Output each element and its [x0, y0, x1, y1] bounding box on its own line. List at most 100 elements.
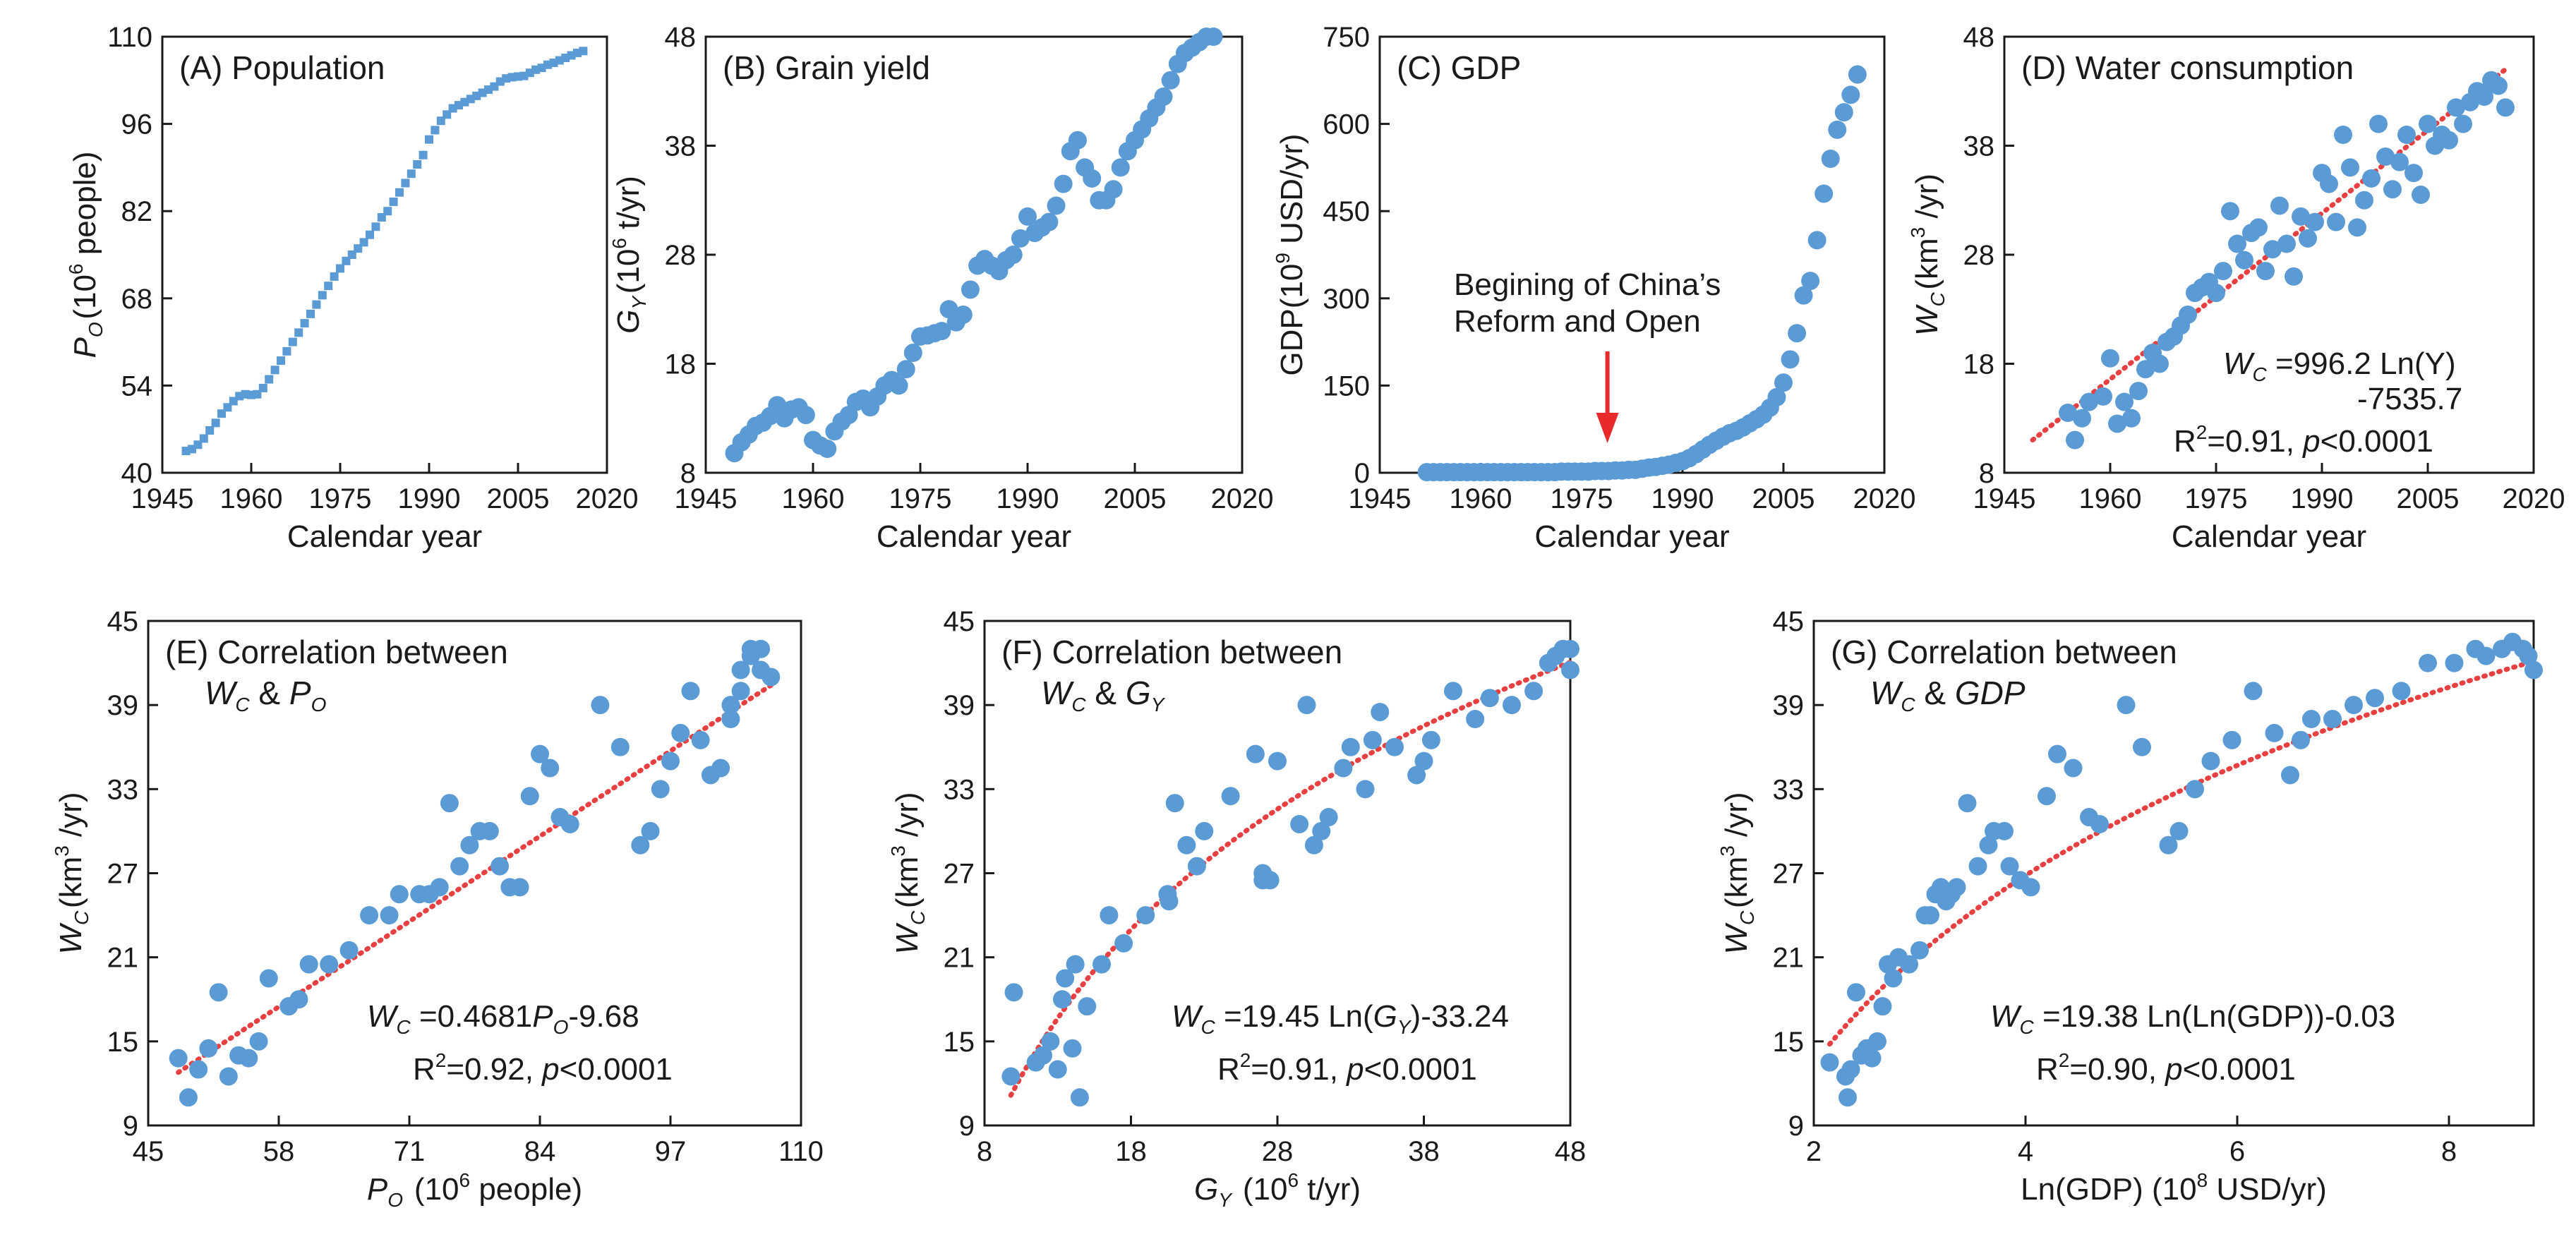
data-point — [896, 360, 915, 379]
x-tick-label: 2005 — [487, 483, 550, 514]
data-point — [2108, 414, 2126, 433]
plot-frame — [1378, 35, 1886, 474]
data-point — [1165, 794, 1184, 813]
data-point — [2228, 234, 2246, 253]
y-tick-label: 68 — [121, 284, 153, 315]
data-point — [1260, 871, 1280, 890]
x-axis-label: Calendar year — [1534, 519, 1729, 554]
data-point — [1195, 821, 1214, 840]
data-point — [1221, 787, 1240, 806]
data-point — [366, 230, 374, 239]
data-point — [211, 418, 220, 428]
y-tick-label: 150 — [1323, 370, 1370, 401]
data-point — [1873, 997, 1892, 1016]
y-tick-label: 48 — [665, 22, 697, 53]
y-tick-label: 33 — [107, 774, 139, 805]
y-tick-label: 38 — [665, 131, 697, 162]
data-point — [1995, 821, 2014, 840]
data-point — [1246, 744, 1265, 763]
data-point — [1104, 180, 1123, 199]
fit-statistics: R2=0.91, p<0.0001 — [1217, 1049, 1477, 1087]
data-point — [1921, 906, 1939, 925]
y-tick-label: 39 — [107, 690, 139, 721]
data-point — [2392, 682, 2411, 701]
data-point — [731, 660, 750, 680]
x-tick-label: 1945 — [1973, 483, 2036, 514]
data-point — [2277, 234, 2296, 253]
panel-subtitle: WC & GY — [1041, 675, 1166, 715]
data-point — [490, 857, 510, 876]
data-point — [2136, 360, 2155, 379]
data-point — [1807, 231, 1826, 250]
panel-g: 9 15 21 27 33 39 45 2 4 6 8 Ln(GDP) (108 USD/yr) WC … — [1716, 606, 2543, 1207]
x-tick-label: 71 — [394, 1136, 426, 1167]
data-point — [199, 434, 208, 443]
data-point — [460, 835, 479, 855]
data-point — [2489, 76, 2508, 95]
data-point — [1011, 229, 1030, 248]
fit-equation: WC =19.38 Ln(Ln(GDP))-0.03 — [1990, 999, 2395, 1038]
y-tick-label: 15 — [944, 1027, 975, 1058]
data-point — [277, 356, 285, 366]
data-point — [407, 169, 416, 179]
fit-line — [176, 682, 774, 1075]
data-point — [1204, 28, 1223, 46]
fit-line — [1827, 658, 2536, 1047]
panel-subtitle: WC & GDP — [1870, 675, 2026, 715]
data-point — [1524, 682, 1543, 701]
data-point — [1794, 286, 1813, 305]
data-point — [2285, 267, 2303, 286]
data-point — [818, 440, 837, 459]
x-axis-label: Calendar year — [287, 519, 482, 554]
data-point — [431, 126, 440, 135]
data-point — [2048, 744, 2066, 763]
x-tick-label: 2020 — [1211, 483, 1274, 514]
data-point — [2355, 191, 2373, 210]
x-axis-label: Ln(GDP) (108 USD/yr) — [2021, 1169, 2327, 1207]
data-point — [209, 983, 228, 1002]
data-point — [2519, 646, 2538, 665]
data-point — [1078, 997, 1097, 1016]
data-point — [2299, 229, 2317, 248]
data-point — [2249, 218, 2268, 237]
data-points — [181, 47, 588, 456]
y-tick-label: 27 — [107, 859, 139, 890]
y-axis-label: WC (km3 /yr) — [887, 792, 929, 954]
data-point — [2412, 186, 2430, 205]
data-point — [2133, 737, 2151, 756]
data-point — [1018, 207, 1037, 226]
panel-title: (E) Correlation between — [165, 634, 508, 670]
y-tick-label: 45 — [107, 606, 139, 637]
data-point — [339, 941, 359, 960]
data-point — [2270, 196, 2289, 215]
data-point — [1979, 835, 1998, 855]
y-tick-label: 15 — [107, 1027, 139, 1058]
data-point — [2122, 409, 2141, 428]
data-point — [2405, 164, 2423, 183]
y-tick-label: 8 — [1979, 458, 1994, 489]
y-axis-label: GDP(109 USD/yr) — [1272, 133, 1309, 375]
data-point — [430, 878, 449, 897]
data-point — [1154, 87, 1173, 106]
data-point — [2454, 114, 2472, 133]
data-point — [1821, 150, 1840, 169]
data-point — [1407, 766, 1426, 785]
data-point — [2256, 262, 2275, 281]
data-point — [1781, 350, 1800, 369]
data-point — [324, 282, 333, 291]
data-point — [1048, 1060, 1067, 1079]
data-point — [1070, 1088, 1089, 1107]
data-point — [1480, 689, 1499, 708]
data-point — [2207, 284, 2225, 303]
data-point — [560, 814, 579, 833]
data-point — [2327, 212, 2345, 231]
panel-title: (B) Grain yield — [723, 49, 930, 86]
data-point — [2292, 207, 2310, 226]
data-point — [318, 291, 327, 300]
data-point — [2334, 126, 2352, 145]
y-tick-label: 54 — [121, 370, 153, 401]
data-point — [762, 668, 781, 687]
data-point — [1767, 387, 1786, 406]
data-point — [312, 300, 321, 309]
x-tick-label: 6 — [2229, 1136, 2245, 1167]
